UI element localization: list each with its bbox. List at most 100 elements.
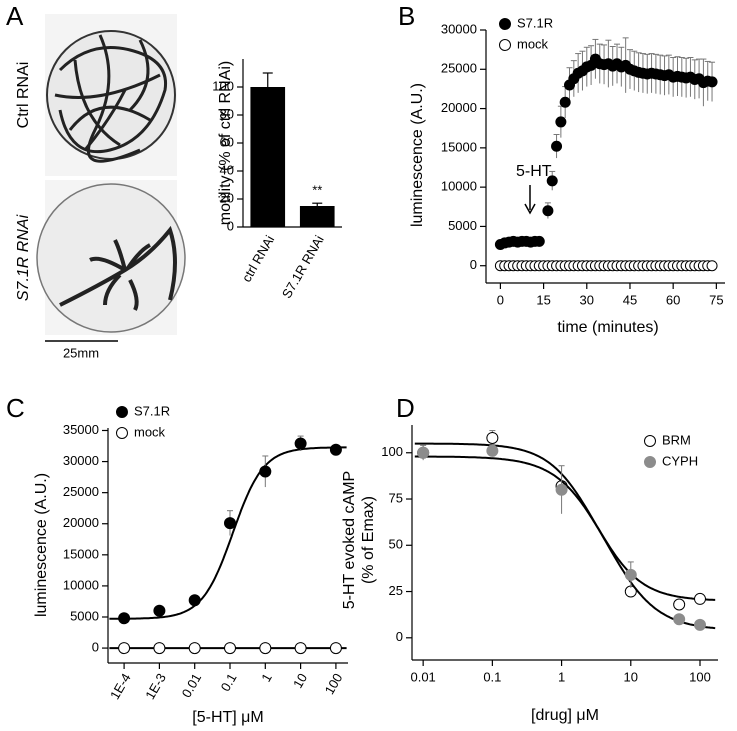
bar [299,206,335,227]
x-tick-label: 0.1 [483,669,501,684]
y-axis-label: luminescence (A.U.) [409,83,426,227]
y-tick-label: 10000 [441,179,477,194]
legend-marker [116,427,128,439]
worm-photo-top [45,14,177,176]
point [624,568,637,581]
y-tick-label: 100 [212,78,234,93]
legend-label: S7.1R [134,403,170,418]
y-tick-label: 80 [220,106,234,121]
legend-label: S7.1R [517,15,553,30]
y-tick-label: 20000 [63,515,99,530]
y-tick-label: 5000 [70,608,99,623]
legend-marker [644,435,656,447]
row-label: Ctrl RNAi [15,62,32,129]
point [224,642,237,655]
point [329,443,342,456]
point [694,618,707,631]
x-tick-label: 1 [558,669,565,684]
point [673,598,686,611]
x-tick-label: ctrl RNAi [239,233,278,285]
x-tick-label: 30 [580,292,594,307]
y-tick-label: 0 [92,640,99,655]
y-tick-label: 100 [381,444,403,459]
point [294,642,307,655]
x-tick-label: S7.1R RNAi [279,233,327,301]
y-axis-label: motility (% of ctrl RNAi) [217,61,234,225]
point [259,465,272,478]
legend-label: CYPH [662,453,698,468]
arrow-head [524,203,536,215]
point [329,642,342,655]
x-tick-label: 1E-3 [142,671,169,702]
point [153,642,166,655]
point [417,446,430,459]
point [486,444,499,457]
x-tick-label: 100 [689,669,711,684]
point [551,140,563,152]
x-tick-label: 0.1 [218,671,240,694]
fit-curve [414,455,716,630]
y-tick-label: 30000 [63,453,99,468]
point [555,116,567,128]
x-axis-label: [drug] μM [531,707,599,724]
x-tick-label: 75 [709,292,723,307]
y-tick-label: 30000 [441,21,477,36]
point [546,175,558,187]
fit-curve [109,446,347,620]
legend-marker [644,456,656,468]
y-tick-label: 75 [389,490,403,505]
worm-photo-bottom [36,180,186,335]
y-axis-label: (% of Emax) [360,496,377,584]
x-tick-label: 0.01 [410,669,435,684]
scale-bar-label: 25mm [63,345,99,360]
point [153,604,166,617]
y-tick-label: 50 [389,537,403,552]
legend-marker [116,406,128,418]
row-label: S7.1R RNAi [15,214,32,301]
x-tick-label: 10 [290,671,310,691]
x-tick-label: 10 [624,669,638,684]
point [694,592,707,605]
x-tick-label: 1 [258,671,275,685]
y-tick-label: 20 [220,190,234,205]
y-tick-label: 40 [220,162,234,177]
x-tick-label: 0.01 [179,671,205,700]
x-tick-label: 45 [623,292,637,307]
y-tick-label: 25000 [441,61,477,76]
point [188,594,201,607]
legend-marker [499,18,511,30]
annotation: ** [312,183,322,198]
point [259,642,272,655]
fit-curve [414,442,716,601]
point [555,483,568,496]
point [533,235,545,247]
y-tick-label: 60 [220,134,234,149]
point [673,613,686,626]
x-axis-label: time (minutes) [557,319,658,336]
point [118,612,131,625]
y-tick-label: 20000 [441,100,477,115]
x-tick-label: 1E-4 [107,671,134,702]
bar [250,87,286,227]
point [706,260,718,272]
y-tick-label: 0 [227,218,234,233]
x-tick-label: 0 [497,292,504,307]
x-axis-label: [5-HT] μM [192,709,263,726]
panel-label: B [398,1,415,31]
y-tick-label: 0 [396,629,403,644]
x-tick-label: 15 [536,292,550,307]
panel-label: C [6,393,25,423]
y-tick-label: 15000 [63,546,99,561]
point [542,205,554,217]
point [294,437,307,450]
legend-label: mock [134,424,166,439]
y-axis-label: luminescence (A.U.) [33,473,50,617]
x-tick-label: 100 [322,671,346,697]
annotation: 5-HT [516,163,552,180]
point [486,431,499,444]
y-tick-label: 10000 [63,577,99,592]
y-axis-label: 5-HT evoked cAMP [341,471,358,609]
y-tick-label: 5000 [448,218,477,233]
point [118,642,131,655]
